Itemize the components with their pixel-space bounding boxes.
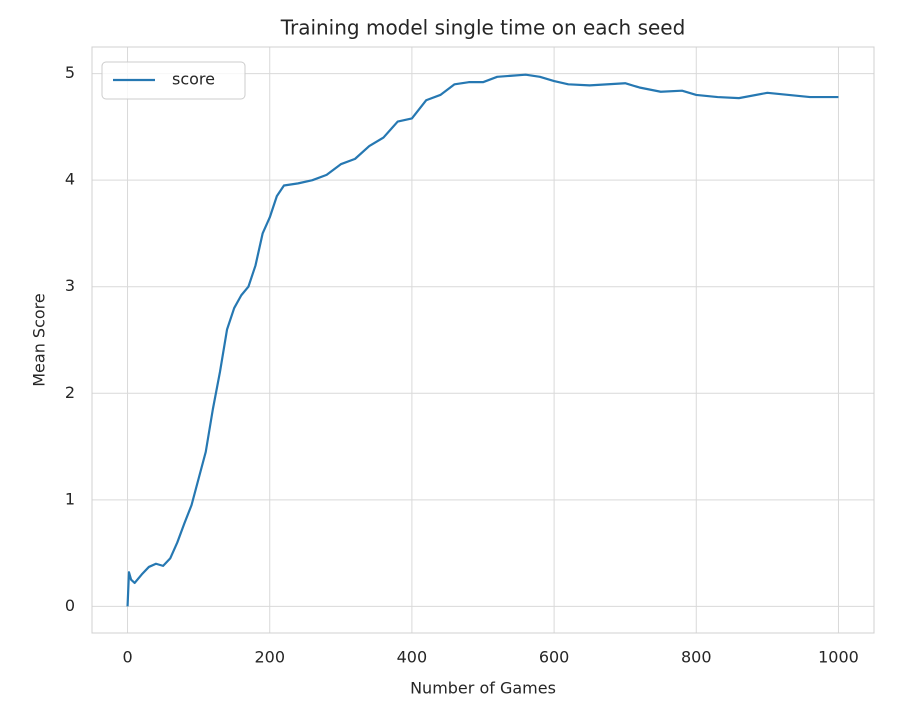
y-tick-label: 3	[65, 276, 75, 295]
x-tick-label: 1000	[818, 648, 859, 667]
legend-label: score	[172, 70, 215, 89]
y-tick-label: 1	[65, 489, 75, 508]
y-tick-label: 0	[65, 596, 75, 615]
x-axis-label: Number of Games	[410, 679, 556, 698]
chart-title: Training model single time on each seed	[280, 16, 686, 40]
x-tick-label: 0	[122, 648, 132, 667]
x-tick-label: 800	[681, 648, 712, 667]
x-tick-label: 600	[539, 648, 570, 667]
plot-frame	[91, 46, 875, 634]
x-tick-label: 400	[397, 648, 428, 667]
legend-box	[101, 61, 246, 100]
y-tick-label: 4	[65, 170, 75, 189]
y-tick-label: 2	[65, 383, 75, 402]
data-line	[126, 73, 839, 607]
y-tick-label: 5	[65, 63, 75, 82]
x-tick-label: 200	[254, 648, 285, 667]
y-axis-label: Mean Score	[30, 293, 49, 387]
